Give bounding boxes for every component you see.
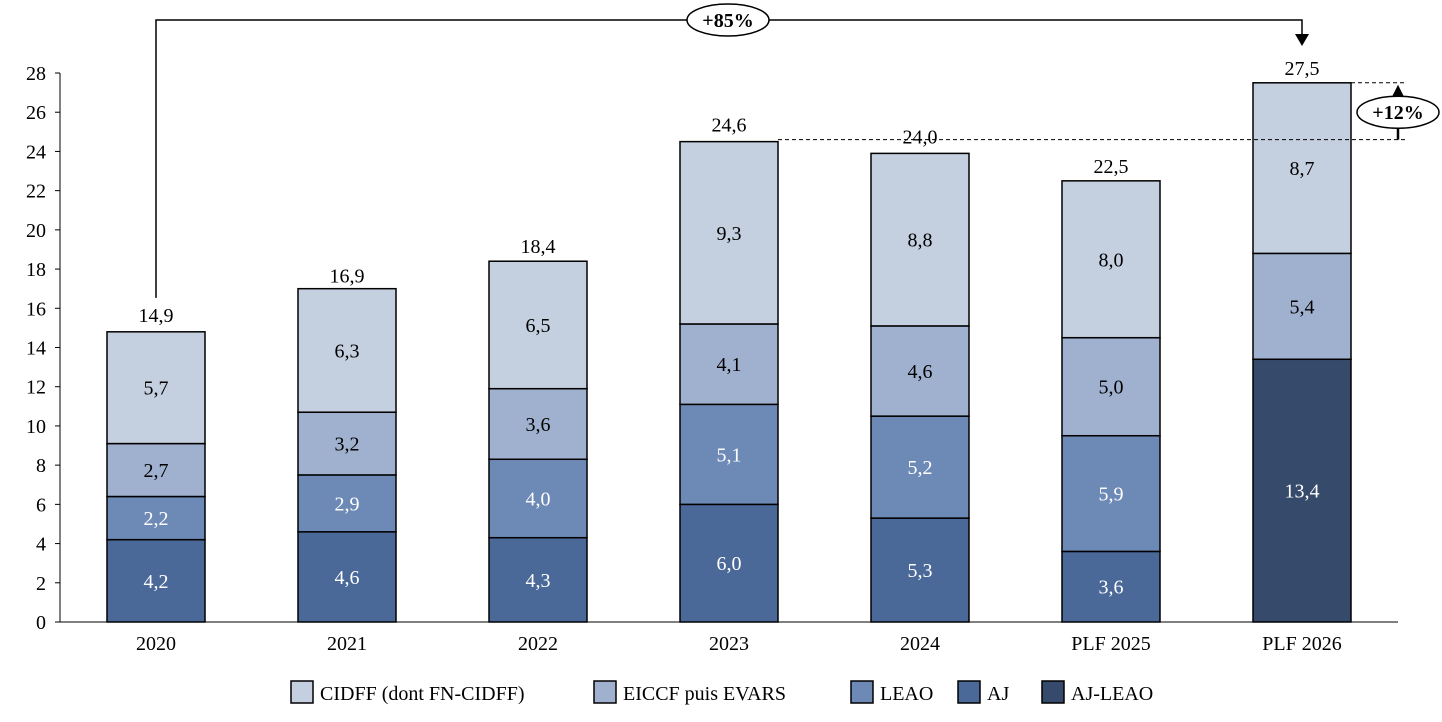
bar-segment-aj: [488, 536, 588, 623]
data-label: 2,2: [144, 508, 169, 530]
bar-segment-leao: [679, 403, 779, 506]
arrow-down-icon: [1295, 34, 1309, 46]
data-label: 3,6: [1099, 577, 1124, 599]
data-label: 4,3: [526, 570, 551, 592]
data-label: 6,3: [335, 340, 360, 362]
y-tick-label: 8: [36, 455, 46, 477]
bar-segment-leao: [870, 415, 970, 519]
bar-segment-eiccf-puis-evars: [106, 442, 206, 498]
data-label: 13,4: [1285, 481, 1320, 503]
bar-segment-eiccf-puis-evars: [870, 325, 970, 417]
x-tick-label: PLF 2025: [1071, 633, 1150, 655]
x-tick-label: 2024: [900, 633, 940, 655]
x-tick-label: PLF 2026: [1262, 633, 1341, 655]
y-tick-label: 14: [26, 338, 46, 360]
data-label: 5,1: [717, 444, 742, 466]
total-label: 14,9: [139, 305, 174, 327]
legend-swatch: [593, 680, 617, 704]
data-label: 5,2: [908, 457, 933, 479]
x-tick-label: 2021: [327, 633, 367, 655]
bar-segment-cidff-dont-fn-cidff-: [297, 287, 397, 413]
bar-segment-cidff-dont-fn-cidff-: [488, 260, 588, 390]
data-label: 4,1: [717, 354, 742, 376]
annotation-ellipse: [1356, 95, 1440, 129]
x-tick-label: 2020: [136, 633, 176, 655]
data-label: 6,5: [526, 315, 551, 337]
legend-swatch: [1041, 680, 1065, 704]
bar-segment-aj: [1061, 550, 1161, 623]
y-tick-label: 12: [26, 377, 46, 399]
bar-segment-aj-leao: [1252, 358, 1352, 623]
data-label: 8,7: [1290, 158, 1315, 180]
legend-swatch: [290, 680, 314, 704]
legend-swatch: [957, 680, 981, 704]
total-label: 27,5: [1285, 58, 1320, 80]
y-tick-label: 2: [36, 573, 46, 595]
bar-segment-cidff-dont-fn-cidff-: [870, 152, 970, 327]
legend-label: EICCF puis EVARS: [623, 683, 786, 705]
data-label: 4,6: [908, 361, 933, 383]
y-tick-label: 28: [26, 63, 46, 85]
y-tick-label: 0: [36, 612, 46, 634]
bar-segment-aj: [679, 503, 779, 623]
y-tick-label: 26: [26, 102, 46, 124]
legend-label: AJ-LEAO: [1071, 683, 1153, 705]
data-label: 5,9: [1099, 484, 1124, 506]
data-label: 8,8: [908, 230, 933, 252]
legend-swatch: [850, 680, 874, 704]
data-label: 5,7: [144, 378, 169, 400]
bar-segment-cidff-dont-fn-cidff-: [1252, 82, 1352, 255]
bar-segment-aj: [106, 538, 206, 623]
data-label: 9,3: [717, 223, 742, 245]
data-label: 5,0: [1099, 377, 1124, 399]
y-tick-label: 22: [26, 181, 46, 203]
data-label: 6,0: [717, 553, 742, 575]
annotation-12: +12%: [1372, 102, 1423, 124]
legend-label: AJ: [987, 683, 1009, 705]
annotation-ellipse: [686, 3, 770, 37]
bar-segment-eiccf-puis-evars: [1061, 336, 1161, 437]
legend-label: CIDFF (dont FN-CIDFF): [320, 683, 524, 705]
bar-segment-leao: [488, 458, 588, 539]
arrow-up-icon: [1392, 84, 1404, 97]
total-label: 24,0: [903, 126, 938, 148]
bar-segment-leao: [106, 495, 206, 541]
data-label: 4,2: [144, 571, 169, 593]
total-label: 16,9: [330, 266, 365, 288]
data-label: 4,6: [335, 567, 360, 589]
y-tick-label: 10: [26, 416, 46, 438]
y-tick-label: 6: [36, 494, 46, 516]
x-tick-label: 2022: [518, 633, 558, 655]
annotation-85: +85%: [702, 10, 753, 32]
bar-segment-leao: [297, 474, 397, 533]
data-label: 2,9: [335, 493, 360, 515]
data-label: 3,2: [335, 434, 360, 456]
x-tick-label: 2023: [709, 633, 749, 655]
bar-segment-cidff-dont-fn-cidff-: [106, 331, 206, 445]
y-tick-label: 18: [26, 259, 46, 281]
y-tick-label: 24: [26, 141, 46, 163]
data-label: 5,4: [1290, 296, 1315, 318]
legend-label: LEAO: [880, 683, 933, 705]
bar-segment-aj: [870, 517, 970, 623]
data-label: 5,3: [908, 560, 933, 582]
total-label: 22,5: [1094, 156, 1129, 178]
bar-segment-aj: [297, 531, 397, 623]
data-label: 4,0: [526, 488, 551, 510]
y-tick-label: 4: [36, 534, 46, 556]
y-tick-label: 16: [26, 298, 46, 320]
bar-segment-cidff-dont-fn-cidff-: [679, 140, 779, 325]
total-label: 18,4: [521, 236, 556, 258]
data-label: 3,6: [526, 414, 551, 436]
y-tick-label: 20: [26, 220, 46, 242]
data-label: 2,7: [144, 460, 169, 482]
bar-segment-leao: [1061, 434, 1161, 553]
bar-segment-eiccf-puis-evars: [679, 323, 779, 406]
total-label: 24,6: [712, 115, 747, 137]
data-label: 8,0: [1099, 249, 1124, 271]
bar-segment-cidff-dont-fn-cidff-: [1061, 180, 1161, 339]
